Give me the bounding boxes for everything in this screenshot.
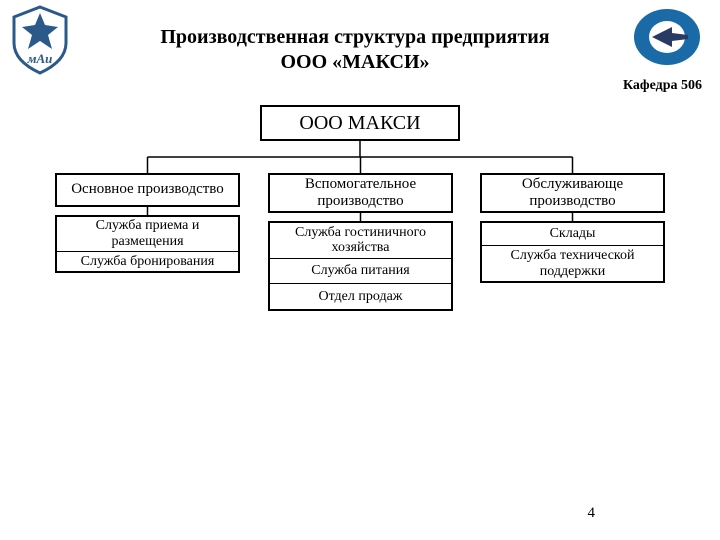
org-sub-group: Служба приема и размещенияСлужба брониро… — [55, 215, 240, 273]
mai-logo-icon: мАи — [10, 5, 70, 75]
org-sub-cell: Служба технической поддержки — [482, 246, 663, 281]
org-node: ООО МАКСИ — [260, 105, 460, 141]
org-sub-cell: Склады — [482, 223, 663, 246]
org-sub-cell: Служба гостиничного хозяйства — [270, 223, 451, 259]
page-title: Производственная структура предприятия О… — [120, 25, 590, 75]
department-label: Кафедра 506 — [623, 78, 702, 94]
org-node: Вспомогательное производство — [268, 173, 453, 213]
page-number: 4 — [588, 505, 596, 522]
org-sub-cell: Служба питания — [270, 259, 451, 285]
org-node: Основное производство — [55, 173, 240, 207]
org-sub-cell: Отдел продаж — [270, 284, 451, 309]
org-sub-group: СкладыСлужба технической поддержки — [480, 221, 665, 283]
title-line1: Производственная структура предприятия — [160, 26, 549, 48]
svg-text:мАи: мАи — [27, 51, 53, 66]
plane-logo-icon — [630, 5, 705, 70]
title-line2: ООО «МАКСИ» — [281, 51, 430, 73]
org-sub-group: Служба гостиничного хозяйстваСлужба пита… — [268, 221, 453, 311]
org-sub-cell: Служба приема и размещения — [57, 216, 238, 252]
org-sub-cell: Служба бронирования — [57, 252, 238, 271]
org-node: Обслуживающе производство — [480, 173, 665, 213]
